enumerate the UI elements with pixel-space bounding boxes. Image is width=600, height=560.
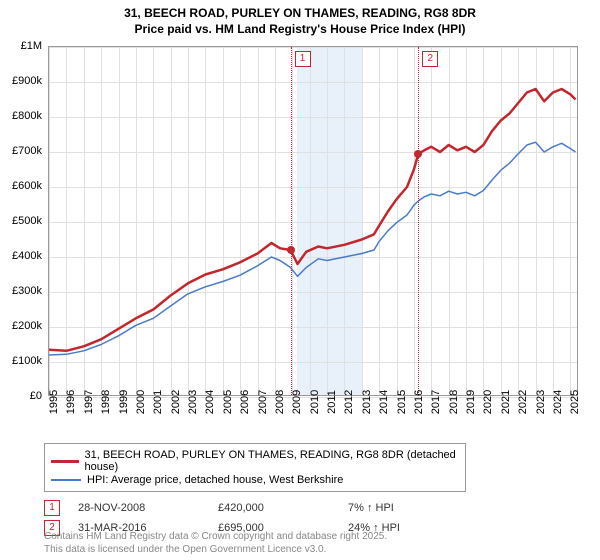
sale-marker-dot-2 bbox=[414, 150, 422, 158]
x-axis-label: 1995 bbox=[48, 390, 60, 414]
title-line-2: Price paid vs. HM Land Registry's House … bbox=[0, 22, 600, 38]
x-axis-label: 2017 bbox=[430, 390, 442, 414]
footer-line-1: Contains HM Land Registry data © Crown c… bbox=[44, 530, 387, 543]
x-axis-label: 2004 bbox=[204, 390, 216, 414]
legend-block: 31, BEECH ROAD, PURLEY ON THAMES, READIN… bbox=[44, 443, 586, 538]
y-axis-label: £200k bbox=[12, 320, 42, 332]
y-axis-label: £900k bbox=[12, 75, 42, 87]
x-axis-label: 2016 bbox=[413, 390, 425, 414]
sale-marker-num-2: 2 bbox=[422, 51, 438, 67]
title-block: 31, BEECH ROAD, PURLEY ON THAMES, READIN… bbox=[0, 0, 600, 37]
x-axis-label: 2024 bbox=[552, 390, 564, 414]
footer-text: Contains HM Land Registry data © Crown c… bbox=[44, 530, 387, 556]
x-axis-label: 2018 bbox=[448, 390, 460, 414]
x-axis-label: 1998 bbox=[100, 390, 112, 414]
legend-box: 31, BEECH ROAD, PURLEY ON THAMES, READIN… bbox=[44, 443, 466, 492]
sale-row-1: 1 28-NOV-2008£420,0007% ↑ HPI bbox=[44, 498, 586, 518]
title-line-1: 31, BEECH ROAD, PURLEY ON THAMES, READIN… bbox=[0, 6, 600, 22]
plot-region: 12 bbox=[48, 46, 578, 396]
legend-swatch bbox=[51, 479, 81, 481]
x-axis-label: 2002 bbox=[170, 390, 182, 414]
sale-marker-dot-1 bbox=[287, 246, 295, 254]
x-axis-label: 2006 bbox=[239, 390, 251, 414]
footer-line-2: This data is licensed under the Open Gov… bbox=[44, 543, 387, 556]
sale-pct: 7% ↑ HPI bbox=[348, 502, 468, 514]
y-axis-label: £0 bbox=[30, 390, 42, 402]
x-axis-label: 1999 bbox=[118, 390, 130, 414]
x-axis-label: 2014 bbox=[378, 390, 390, 414]
legend-label: 31, BEECH ROAD, PURLEY ON THAMES, READIN… bbox=[85, 449, 459, 473]
x-axis-label: 2015 bbox=[396, 390, 408, 414]
y-axis-label: £800k bbox=[12, 110, 42, 122]
sale-marker-num-1: 1 bbox=[295, 51, 311, 67]
x-axis-label: 2010 bbox=[309, 390, 321, 414]
y-axis-label: £400k bbox=[12, 250, 42, 262]
x-axis-label: 2003 bbox=[187, 390, 199, 414]
chart-area: 12 £0£100k£200k£300k£400k£500k£600k£700k… bbox=[48, 46, 578, 426]
y-axis-label: £500k bbox=[12, 215, 42, 227]
chart-container: 31, BEECH ROAD, PURLEY ON THAMES, READIN… bbox=[0, 0, 600, 560]
y-axis-label: £600k bbox=[12, 180, 42, 192]
sale-date: 28-NOV-2008 bbox=[78, 502, 218, 514]
y-axis-label: £100k bbox=[12, 355, 42, 367]
x-axis-label: 2001 bbox=[152, 390, 164, 414]
legend-row: 31, BEECH ROAD, PURLEY ON THAMES, READIN… bbox=[51, 449, 459, 473]
legend-row: HPI: Average price, detached house, West… bbox=[51, 474, 459, 486]
y-axis-label: £1M bbox=[21, 40, 42, 52]
sale-marker-line-2 bbox=[418, 47, 419, 395]
sale-price: £420,000 bbox=[218, 502, 348, 514]
x-axis-label: 2013 bbox=[361, 390, 373, 414]
x-axis-label: 2019 bbox=[465, 390, 477, 414]
y-axis-label: £300k bbox=[12, 285, 42, 297]
x-axis-label: 2005 bbox=[222, 390, 234, 414]
x-axis-label: 2012 bbox=[343, 390, 355, 414]
legend-label: HPI: Average price, detached house, West… bbox=[87, 474, 343, 486]
x-axis-label: 2008 bbox=[274, 390, 286, 414]
line-series-svg bbox=[49, 47, 579, 397]
x-axis-label: 2011 bbox=[326, 390, 338, 414]
sale-num-box: 1 bbox=[44, 500, 60, 516]
y-axis-label: £700k bbox=[12, 145, 42, 157]
x-axis-label: 2000 bbox=[135, 390, 147, 414]
series-price_paid bbox=[49, 89, 576, 351]
legend-swatch bbox=[51, 460, 79, 463]
x-axis-label: 2022 bbox=[517, 390, 529, 414]
x-axis-label: 2007 bbox=[257, 390, 269, 414]
x-axis-label: 2025 bbox=[569, 390, 581, 414]
sale-marker-line-1 bbox=[291, 47, 292, 395]
x-axis-label: 2021 bbox=[500, 390, 512, 414]
x-axis-label: 1997 bbox=[83, 390, 95, 414]
x-axis-label: 2020 bbox=[482, 390, 494, 414]
x-axis-label: 2023 bbox=[535, 390, 547, 414]
x-axis-label: 2009 bbox=[291, 390, 303, 414]
x-axis-label: 1996 bbox=[65, 390, 77, 414]
